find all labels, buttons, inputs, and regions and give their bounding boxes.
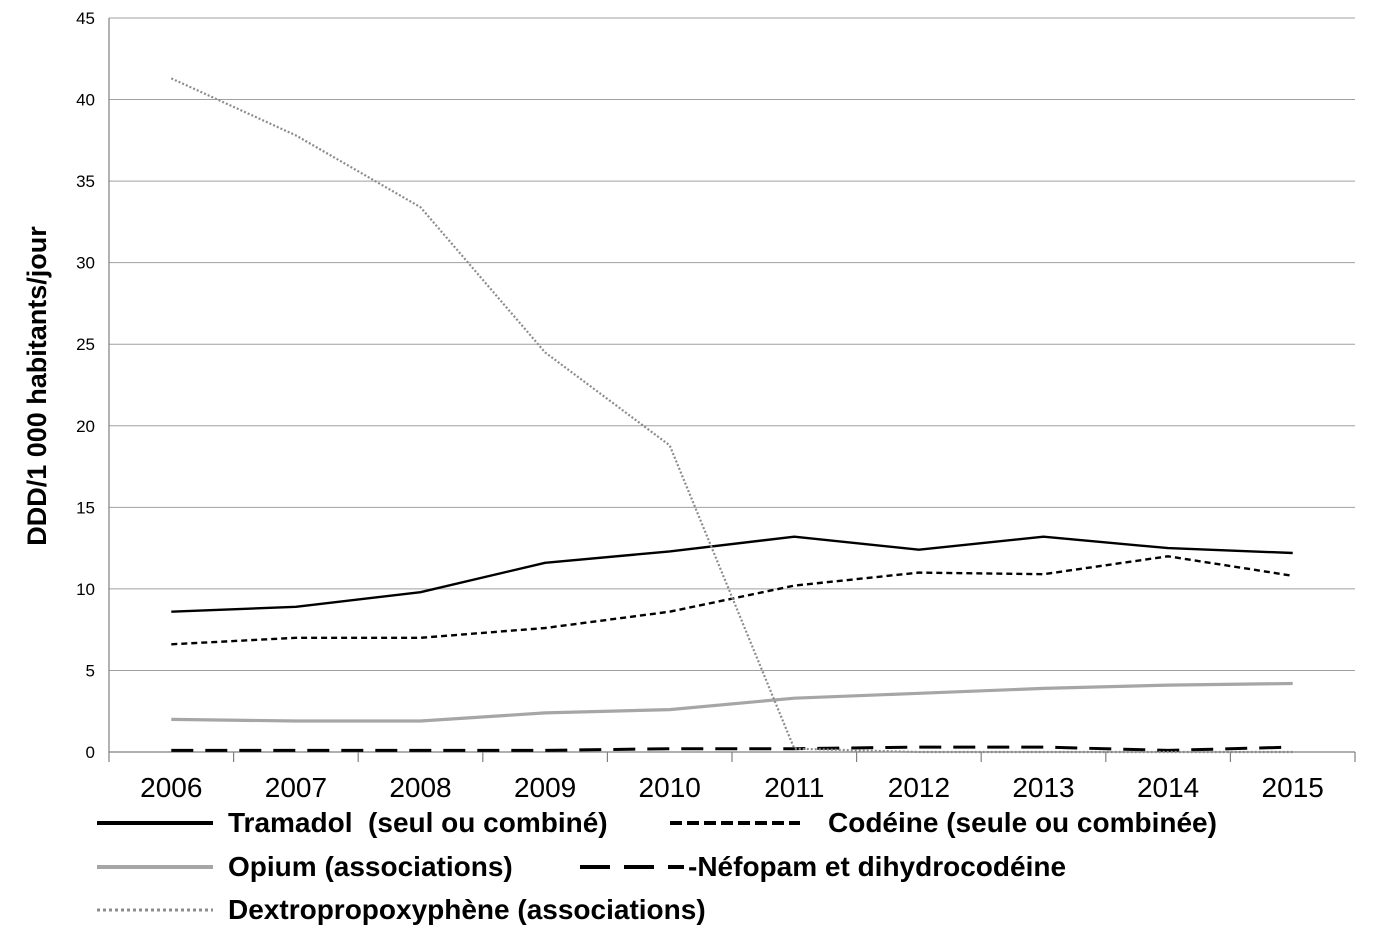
series-line-2	[171, 555, 1293, 646]
legend-label-3: Opium (associations)	[228, 851, 513, 882]
x-tick-label: 2014	[1137, 772, 1199, 803]
x-tick-label: 2015	[1262, 772, 1324, 803]
y-tick-label: 0	[86, 743, 95, 762]
y-axis-label: DDD/1 000 habitants/jour	[22, 226, 52, 546]
legend: Tramadol (seul ou combiné) Codéine (seule…	[97, 807, 1217, 925]
legend-label-2: Codéine (seule ou combinée)	[828, 807, 1217, 838]
x-tick-label: 2013	[1012, 772, 1074, 803]
y-tick-label: 40	[76, 91, 95, 110]
x-tick-label: 2010	[639, 772, 701, 803]
y-tick-label: 25	[76, 335, 95, 354]
x-tick-label: 2008	[389, 772, 451, 803]
y-tick-label: 35	[76, 172, 95, 191]
x-tick-label: 2007	[265, 772, 327, 803]
y-tick-label: 20	[76, 417, 95, 436]
y-tick-label: 15	[76, 498, 95, 517]
y-tick-label: 45	[76, 9, 95, 28]
y-tick-label: 30	[76, 254, 95, 273]
legend-label-5: Dextropropoxyphène (associations)	[228, 894, 706, 925]
y-tick-label: 5	[86, 661, 95, 680]
series-line-5	[170, 77, 1293, 754]
x-tick-label: 2006	[140, 772, 202, 803]
legend-label-1: Tramadol (seul ou combiné)	[228, 807, 608, 838]
y-tick-label: 10	[76, 580, 95, 599]
x-tick-label: 2011	[764, 772, 824, 803]
series-line-3	[171, 681, 1293, 723]
series-line-1	[171, 535, 1293, 613]
x-tick-labels: 2006 2007 2008 2009 2010 2011 2012 2013 2014 2015	[140, 772, 1324, 803]
legend-label-4: -Néfopam et dihydrocodéine	[688, 851, 1066, 882]
y-tick-labels: 0 5 10 15 20 25 30 35 40 45	[76, 9, 95, 762]
axes	[108, 18, 1356, 762]
x-tick-label: 2012	[888, 772, 950, 803]
series-line-4	[171, 745, 1293, 752]
series-lines	[170, 77, 1293, 754]
x-tick-label: 2009	[514, 772, 576, 803]
gridlines	[109, 17, 1355, 671]
